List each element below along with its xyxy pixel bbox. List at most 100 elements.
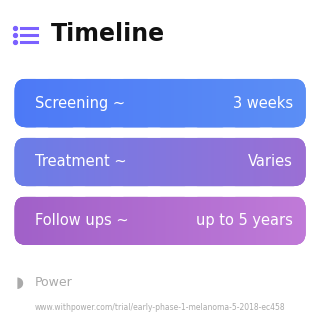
Bar xyxy=(280,138,282,186)
Bar xyxy=(114,197,115,245)
Bar xyxy=(254,197,256,245)
Bar xyxy=(281,138,283,186)
Bar xyxy=(183,197,185,245)
Bar xyxy=(57,79,59,127)
Bar xyxy=(111,79,112,127)
Bar xyxy=(185,79,187,127)
Bar xyxy=(125,79,127,127)
Bar xyxy=(54,138,56,186)
Bar xyxy=(72,197,74,245)
Bar xyxy=(88,79,90,127)
Bar xyxy=(221,197,222,245)
Bar xyxy=(245,79,247,127)
Bar xyxy=(60,79,62,127)
Bar xyxy=(162,197,163,245)
Bar xyxy=(44,138,45,186)
Bar xyxy=(131,138,133,186)
Bar xyxy=(78,138,79,186)
Bar xyxy=(274,79,275,127)
Bar xyxy=(19,138,21,186)
Bar xyxy=(121,197,122,245)
Bar xyxy=(119,138,120,186)
Bar xyxy=(120,197,121,245)
Bar xyxy=(300,79,301,127)
Bar xyxy=(69,197,70,245)
Bar xyxy=(277,197,279,245)
Bar xyxy=(74,197,76,245)
Bar xyxy=(32,197,34,245)
Bar xyxy=(76,197,77,245)
Bar xyxy=(152,79,153,127)
Bar xyxy=(77,79,78,127)
Bar xyxy=(235,197,236,245)
Bar xyxy=(86,79,88,127)
Bar xyxy=(114,138,115,186)
Bar xyxy=(37,79,38,127)
Bar xyxy=(295,79,297,127)
Bar xyxy=(143,79,145,127)
Bar xyxy=(174,138,176,186)
Bar xyxy=(149,197,150,245)
Bar xyxy=(197,138,199,186)
Bar xyxy=(172,197,174,245)
Bar xyxy=(246,197,248,245)
Bar xyxy=(50,79,51,127)
Bar xyxy=(284,197,286,245)
Bar xyxy=(106,197,108,245)
Bar xyxy=(57,138,59,186)
Bar xyxy=(34,197,36,245)
Bar xyxy=(155,138,156,186)
Bar xyxy=(221,79,222,127)
Bar xyxy=(63,138,65,186)
Bar xyxy=(268,197,270,245)
Bar xyxy=(116,79,117,127)
Bar xyxy=(215,138,217,186)
Bar xyxy=(137,79,139,127)
Bar xyxy=(144,197,146,245)
Bar xyxy=(127,138,129,186)
Bar xyxy=(51,197,52,245)
Bar xyxy=(228,197,229,245)
Bar xyxy=(258,79,260,127)
Bar xyxy=(222,197,223,245)
Bar xyxy=(96,138,98,186)
Bar xyxy=(158,138,160,186)
Bar xyxy=(135,138,137,186)
Bar xyxy=(279,197,281,245)
Bar xyxy=(31,138,33,186)
Bar xyxy=(112,197,113,245)
Bar xyxy=(133,79,135,127)
Bar xyxy=(64,197,66,245)
Bar xyxy=(107,197,108,245)
Bar xyxy=(94,138,96,186)
Bar xyxy=(166,138,168,186)
Bar xyxy=(65,138,67,186)
Bar xyxy=(213,138,215,186)
Bar xyxy=(120,79,121,127)
Bar xyxy=(304,197,305,245)
Bar xyxy=(255,197,257,245)
Bar xyxy=(149,138,150,186)
Bar xyxy=(119,197,120,245)
Bar xyxy=(217,197,219,245)
Bar xyxy=(248,138,250,186)
Bar xyxy=(278,197,280,245)
Bar xyxy=(30,138,32,186)
Bar xyxy=(290,79,292,127)
Bar xyxy=(106,79,108,127)
Bar xyxy=(174,79,176,127)
Bar xyxy=(52,79,54,127)
Bar xyxy=(173,138,175,186)
Bar xyxy=(72,79,74,127)
Bar xyxy=(139,197,141,245)
Bar xyxy=(239,197,241,245)
Text: Varies: Varies xyxy=(248,154,293,169)
Bar xyxy=(180,138,181,186)
Bar xyxy=(156,79,157,127)
Bar xyxy=(253,79,255,127)
Bar xyxy=(256,79,258,127)
Bar xyxy=(208,79,210,127)
Bar xyxy=(125,138,127,186)
Bar xyxy=(228,79,229,127)
Bar xyxy=(20,79,22,127)
